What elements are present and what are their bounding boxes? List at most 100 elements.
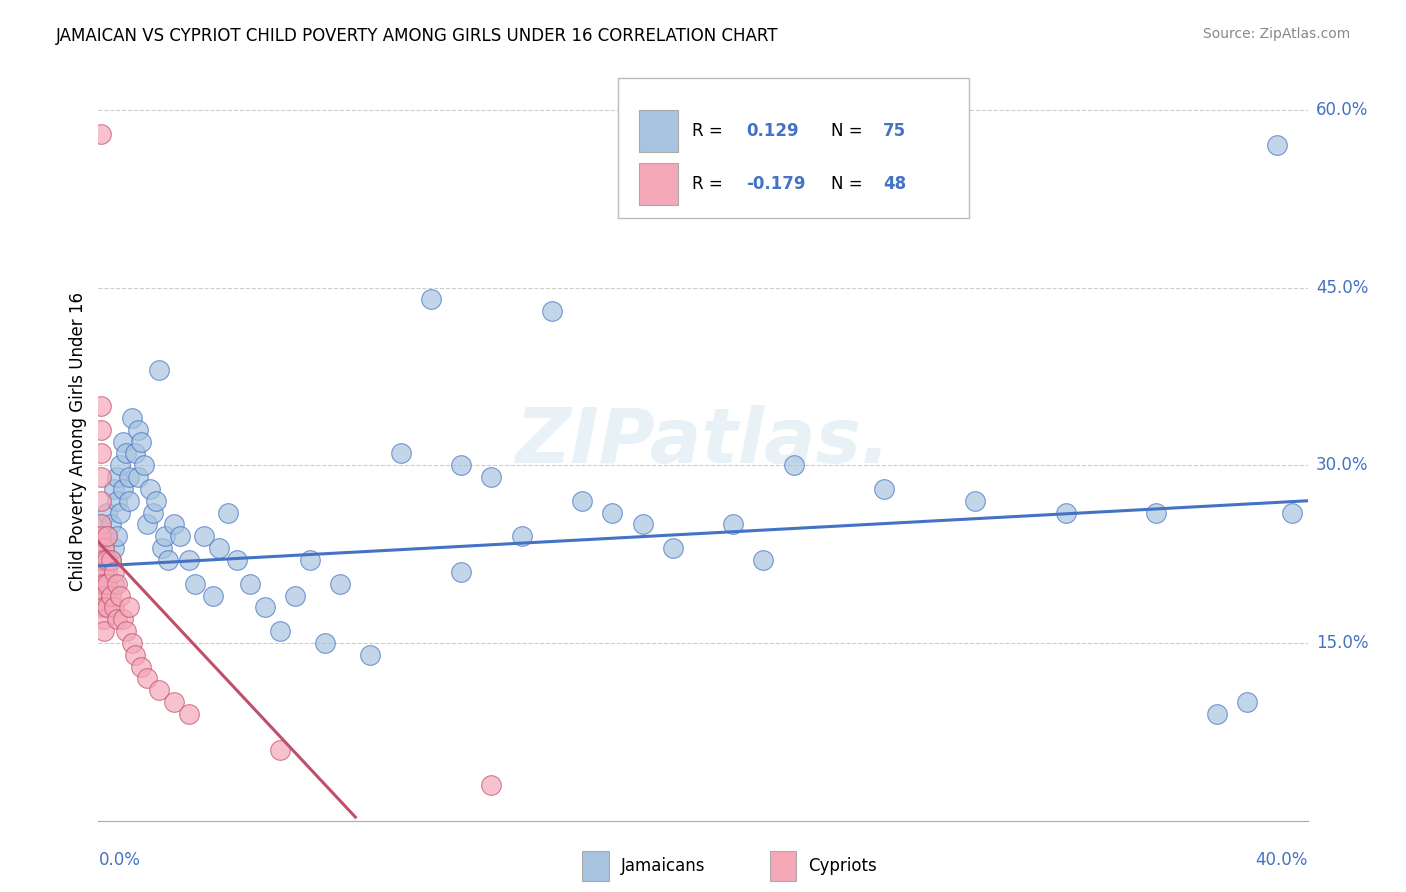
Point <box>420 293 443 307</box>
Point <box>127 423 149 437</box>
Point <box>93 576 115 591</box>
Point <box>111 482 134 496</box>
Point <box>105 576 128 591</box>
Point <box>184 576 207 591</box>
Point <box>90 493 112 508</box>
Point <box>153 529 176 543</box>
Point <box>118 493 141 508</box>
Point <box>150 541 173 556</box>
Point <box>87 576 110 591</box>
Point <box>193 529 215 543</box>
Point <box>105 493 128 508</box>
Point <box>90 529 112 543</box>
Point <box>103 482 125 496</box>
Point <box>93 612 115 626</box>
Point <box>179 553 201 567</box>
Point <box>360 648 382 662</box>
Point <box>1267 138 1289 153</box>
Text: R =: R = <box>692 175 728 193</box>
Point <box>602 506 624 520</box>
Point <box>1281 506 1303 520</box>
Point <box>93 576 115 591</box>
Point <box>114 446 136 460</box>
Point <box>87 553 110 567</box>
Text: N =: N = <box>831 175 868 193</box>
Point <box>108 589 131 603</box>
Point <box>129 659 152 673</box>
Point <box>135 672 157 686</box>
Point <box>90 446 112 460</box>
Point <box>156 553 179 567</box>
Point <box>96 506 118 520</box>
Point <box>96 529 118 543</box>
Point <box>96 553 118 567</box>
Text: 0.129: 0.129 <box>747 121 799 140</box>
Point <box>103 565 125 579</box>
Point <box>105 529 128 543</box>
Point <box>145 493 167 508</box>
Point <box>1144 506 1167 520</box>
Point <box>103 541 125 556</box>
Point <box>631 517 654 532</box>
Point <box>208 541 231 556</box>
Point <box>100 517 122 532</box>
Point <box>179 706 201 721</box>
Point <box>389 446 412 460</box>
Point <box>108 506 131 520</box>
Point <box>90 553 112 567</box>
Point <box>96 565 118 579</box>
Point <box>873 482 896 496</box>
Point <box>90 423 112 437</box>
Point <box>90 470 112 484</box>
Point <box>299 553 322 567</box>
Point <box>124 446 146 460</box>
Text: JAMAICAN VS CYPRIOT CHILD POVERTY AMONG GIRLS UNDER 16 CORRELATION CHART: JAMAICAN VS CYPRIOT CHILD POVERTY AMONG … <box>56 27 779 45</box>
Point <box>121 636 143 650</box>
Point <box>965 493 987 508</box>
Text: 60.0%: 60.0% <box>1316 101 1368 119</box>
Point <box>1054 506 1077 520</box>
FancyBboxPatch shape <box>638 110 678 152</box>
Point <box>103 600 125 615</box>
Point <box>93 541 115 556</box>
Point <box>93 624 115 639</box>
Point <box>284 589 307 603</box>
Point <box>752 553 775 567</box>
Point <box>93 600 115 615</box>
Point <box>121 410 143 425</box>
Point <box>148 363 170 377</box>
Point <box>87 541 110 556</box>
Text: Jamaicans: Jamaicans <box>621 857 706 875</box>
Point <box>103 576 125 591</box>
Point <box>93 553 115 567</box>
Point <box>108 458 131 473</box>
Point <box>118 600 141 615</box>
Point <box>148 683 170 698</box>
Point <box>114 624 136 639</box>
Point <box>169 529 191 543</box>
Text: -0.179: -0.179 <box>747 175 806 193</box>
Point <box>314 636 336 650</box>
Point <box>111 612 134 626</box>
Point <box>105 612 128 626</box>
Point <box>217 506 239 520</box>
Text: R =: R = <box>692 121 728 140</box>
Point <box>100 553 122 567</box>
Point <box>202 589 225 603</box>
Point <box>100 553 122 567</box>
Text: 45.0%: 45.0% <box>1316 278 1368 296</box>
Point <box>450 565 472 579</box>
Point <box>96 529 118 543</box>
Point <box>1236 695 1258 709</box>
Point <box>90 127 112 141</box>
Text: 75: 75 <box>883 121 907 140</box>
Point <box>142 506 165 520</box>
Point <box>723 517 745 532</box>
FancyBboxPatch shape <box>619 78 969 218</box>
Point <box>163 695 186 709</box>
Point <box>87 589 110 603</box>
Point <box>1206 706 1229 721</box>
Point <box>239 576 262 591</box>
Point <box>87 565 110 579</box>
Point <box>129 434 152 449</box>
